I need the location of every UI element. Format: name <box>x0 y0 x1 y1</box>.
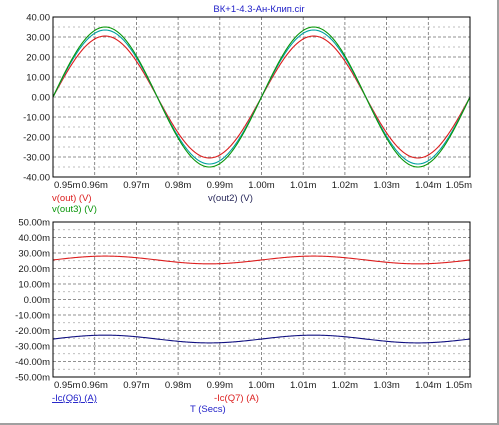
top-xtick-label: 1.03m <box>373 180 399 191</box>
bottom-xtick-label: 1.01m <box>290 380 316 391</box>
legend-icq7[interactable]: -Ic(Q7) (A) <box>214 393 259 404</box>
bottom-xtick-label: 0.98m <box>165 380 191 391</box>
legend-vout3[interactable]: v(out3) (V) <box>52 204 97 215</box>
bottom-ytick-label: -10.00m <box>15 311 50 322</box>
top-xtick-label: 1.02m <box>332 180 358 191</box>
bottom-xtick-label: 1.03m <box>373 380 399 391</box>
top-xtick-label: 1.00m <box>248 180 274 191</box>
top-ytick-label: 10.00 <box>26 73 50 84</box>
legend-vout2[interactable]: v(out2) (V) <box>208 193 253 204</box>
bottom-xtick-label: 1.02m <box>332 380 358 391</box>
bottom-xtick-label: 0.99m <box>207 380 233 391</box>
top-xtick-label: 0.96m <box>81 180 107 191</box>
top-xtick-label: 1.04m <box>415 180 441 191</box>
bottom-ytick-label: 20.00m <box>18 264 50 275</box>
top-ytick-label: -40.00 <box>23 173 50 184</box>
bottom-xtick-label: 0.96m <box>81 380 107 391</box>
top-xtick-label: 0.99m <box>207 180 233 191</box>
plot-title: ВК+1-4.3-Ан-Клип.cir <box>213 4 304 15</box>
bottom-ytick-label: 10.00m <box>18 280 50 291</box>
bottom-chart-series <box>52 255 471 344</box>
top-chart-ticks: 0.95m 0.96m 0.97m 0.98m 0.99m 1.00m 1.01m 1.02m… <box>23 13 472 192</box>
bottom-ytick-label: 40.00m <box>18 233 50 244</box>
bottom-ytick-label: 30.00m <box>18 249 50 260</box>
bottom-ytick-label: -50.00m <box>15 373 50 384</box>
top-ytick-label: -30.00 <box>23 153 50 164</box>
top-ytick-label: 0.00 <box>32 93 51 104</box>
bottom-xtick-label: 1.05m <box>446 380 472 391</box>
top-ytick-label: -10.00 <box>23 113 50 124</box>
series-line-ic-q7-a <box>52 255 471 265</box>
top-chart-series <box>52 26 471 168</box>
top-ytick-label: 20.00 <box>26 53 50 64</box>
bottom-chart-grid <box>53 222 470 377</box>
bottom-ytick-label: 0.00m <box>24 295 50 306</box>
bottom-ytick-label: -30.00m <box>15 342 50 353</box>
bottom-ytick-label: -20.00m <box>15 326 50 337</box>
bottom-ytick-label: -40.00m <box>15 357 50 368</box>
bottom-xtick-label: 0.95m <box>54 380 80 391</box>
top-chart-frame <box>52 16 471 178</box>
top-xtick-label: 0.95m <box>54 180 80 191</box>
top-xtick-label: 1.01m <box>290 180 316 191</box>
top-xtick-label: 0.98m <box>165 180 191 191</box>
legend-vout[interactable]: v(out) (V) <box>52 193 92 204</box>
top-ytick-label: -20.00 <box>23 133 50 144</box>
bottom-chart-ticks: 0.95m 0.96m 0.97m 0.98m 0.99m 1.00m 1.01m 1.02m… <box>15 218 472 392</box>
series-line-ic-q6-a <box>52 334 471 344</box>
top-ytick-label: 30.00 <box>26 33 50 44</box>
bottom-xtick-label: 1.00m <box>248 380 274 391</box>
top-xtick-label: 0.97m <box>123 180 149 191</box>
top-ytick-label: 40.00 <box>26 13 50 24</box>
bottom-ytick-label: 50.00m <box>18 218 50 229</box>
bottom-xtick-label: 1.04m <box>415 380 441 391</box>
x-axis-label: T (Secs) <box>190 404 226 415</box>
bottom-xtick-label: 0.97m <box>123 380 149 391</box>
legend-icq6[interactable]: -Ic(Q6) (A) <box>52 393 97 404</box>
top-xtick-label: 1.05m <box>446 180 472 191</box>
bottom-chart-frame <box>52 221 471 378</box>
series-line-v-out3-v <box>52 26 471 168</box>
